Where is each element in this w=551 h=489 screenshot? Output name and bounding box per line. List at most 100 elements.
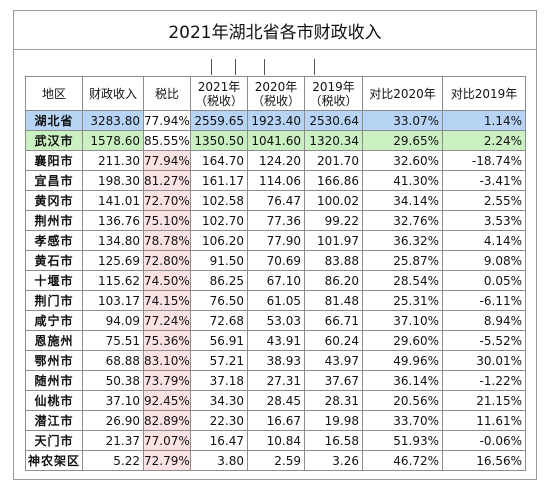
cell-revenue: 125.69: [82, 250, 144, 271]
column-ticks: [14, 51, 536, 77]
cell-vs2020: 32.60%: [362, 150, 443, 171]
table-row: 咸宁市 94.09 77.24% 72.68 53.03 66.71 37.10% 8.94%: [25, 310, 526, 331]
tick-mark: [235, 59, 236, 75]
cell-revenue: 1578.60: [82, 130, 144, 151]
cell-vs2019: 8.94%: [442, 310, 526, 331]
cell-name: 十堰市: [25, 270, 83, 291]
cell-vs2019: -1.22%: [442, 370, 526, 391]
cell-y2019: 99.22: [304, 210, 363, 231]
cell-vs2019: 16.56%: [442, 450, 526, 471]
cell-vs2020: 51.93%: [362, 430, 443, 451]
cell-y2021: 16.47: [190, 430, 248, 451]
revenue-table: 地区 财政收入 税比 2021年 （税收） 2020年 （税收） 2019年 （…: [25, 76, 526, 471]
cell-y2020: 1923.40: [247, 110, 305, 131]
cell-vs2019: 2.24%: [442, 130, 526, 151]
cell-y2021: 161.17: [190, 170, 248, 191]
cell-revenue: 3283.80: [82, 110, 144, 131]
cell-vs2020: 29.60%: [362, 330, 443, 351]
cell-y2021: 22.30: [190, 410, 248, 431]
cell-y2019: 37.67: [304, 370, 363, 391]
table-row: 恩施州 75.51 75.36% 56.91 43.91 60.24 29.60% -5.52…: [25, 330, 526, 351]
cell-ratio: 77.94%: [143, 150, 191, 171]
cell-ratio: 77.94%: [143, 110, 191, 131]
cell-revenue: 103.17: [82, 290, 144, 311]
cell-y2020: 77.36: [247, 210, 305, 231]
table-row: 襄阳市 211.30 77.94% 164.70 124.20 201.70 32.60% -…: [25, 150, 526, 171]
tick-mark: [211, 59, 212, 75]
cell-y2020: 53.03: [247, 310, 305, 331]
cell-vs2019: 30.01%: [442, 350, 526, 371]
cell-y2019: 28.31: [304, 390, 363, 411]
cell-revenue: 211.30: [82, 150, 144, 171]
table-row: 黄冈市 141.01 72.70% 102.58 76.47 100.02 34.14% 2.…: [25, 190, 526, 211]
cell-vs2019: -18.74%: [442, 150, 526, 171]
cell-vs2019: -3.41%: [442, 170, 526, 191]
cell-y2021: 102.58: [190, 190, 248, 211]
cell-revenue: 37.10: [82, 390, 144, 411]
cell-name: 天门市: [25, 430, 83, 451]
cell-revenue: 198.30: [82, 170, 144, 191]
cell-vs2020: 41.30%: [362, 170, 443, 191]
cell-y2020: 38.93: [247, 350, 305, 371]
cell-vs2019: 3.53%: [442, 210, 526, 231]
table-body: 湖北省 3283.80 77.94% 2559.65 1923.40 2530.64 33.…: [25, 110, 526, 471]
cell-vs2020: 46.72%: [362, 450, 443, 471]
cell-vs2020: 36.14%: [362, 370, 443, 391]
cell-ratio: 82.89%: [143, 410, 191, 431]
cell-y2020: 10.84: [247, 430, 305, 451]
cell-ratio: 77.07%: [143, 430, 191, 451]
cell-vs2020: 49.96%: [362, 350, 443, 371]
cell-y2019: 101.97: [304, 230, 363, 251]
table-row: 黄石市 125.69 72.80% 91.50 70.69 83.88 25.87% 9.08…: [25, 250, 526, 271]
cell-name: 宜昌市: [25, 170, 83, 191]
cell-revenue: 94.09: [82, 310, 144, 331]
cell-y2019: 66.71: [304, 310, 363, 331]
header-revenue: 财政收入: [82, 76, 144, 111]
table-row: 随州市 50.38 73.79% 37.18 27.31 37.67 36.14% -1.22…: [25, 370, 526, 391]
cell-name: 黄冈市: [25, 190, 83, 211]
cell-y2019: 1320.34: [304, 130, 363, 151]
tick-mark: [264, 59, 265, 75]
table-row: 仙桃市 37.10 92.45% 34.30 28.45 28.31 20.56% 21.15…: [25, 390, 526, 411]
cell-y2019: 19.98: [304, 410, 363, 431]
header-region: 地区: [25, 76, 83, 111]
cell-revenue: 50.38: [82, 370, 144, 391]
cell-y2019: 201.70: [304, 150, 363, 171]
header-2021: 2021年 （税收）: [190, 76, 248, 111]
cell-ratio: 74.15%: [143, 290, 191, 311]
cell-name: 鄂州市: [25, 350, 83, 371]
cell-y2019: 3.26: [304, 450, 363, 471]
header-vs-2020: 对比2020年: [362, 76, 443, 111]
cell-vs2020: 25.31%: [362, 290, 443, 311]
cell-name: 潜江市: [25, 410, 83, 431]
cell-y2020: 61.05: [247, 290, 305, 311]
table-row: 孝感市 134.80 78.78% 106.20 77.90 101.97 36.32% 4.…: [25, 230, 526, 251]
cell-y2020: 77.90: [247, 230, 305, 251]
cell-y2021: 2559.65: [190, 110, 248, 131]
cell-ratio: 75.10%: [143, 210, 191, 231]
table-row: 十堰市 115.62 74.50% 86.25 67.10 86.20 28.54% 0.05…: [25, 270, 526, 291]
cell-vs2019: 0.05%: [442, 270, 526, 291]
cell-vs2020: 32.76%: [362, 210, 443, 231]
cell-name: 恩施州: [25, 330, 83, 351]
page-title: 2021年湖北省各市财政收入: [168, 22, 382, 43]
cell-y2019: 2530.64: [304, 110, 363, 131]
cell-revenue: 5.22: [82, 450, 144, 471]
cell-name: 黄石市: [25, 250, 83, 271]
table-row: 荆门市 103.17 74.15% 76.50 61.05 81.48 25.31% -6.1…: [25, 290, 526, 311]
cell-vs2019: -6.11%: [442, 290, 526, 311]
cell-ratio: 72.79%: [143, 450, 191, 471]
cell-y2020: 43.91: [247, 330, 305, 351]
cell-vs2019: 2.55%: [442, 190, 526, 211]
cell-ratio: 85.55%: [143, 130, 191, 151]
cell-y2020: 114.06: [247, 170, 305, 191]
header-2020: 2020年 （税收）: [247, 76, 305, 111]
cell-vs2020: 34.14%: [362, 190, 443, 211]
cell-vs2019: 4.14%: [442, 230, 526, 251]
cell-y2019: 86.20: [304, 270, 363, 291]
cell-y2019: 81.48: [304, 290, 363, 311]
cell-ratio: 72.80%: [143, 250, 191, 271]
cell-y2019: 43.97: [304, 350, 363, 371]
cell-name: 荆州市: [25, 210, 83, 231]
table-row: 荆州市 136.76 75.10% 102.70 77.36 99.22 32.76% 3.5…: [25, 210, 526, 231]
